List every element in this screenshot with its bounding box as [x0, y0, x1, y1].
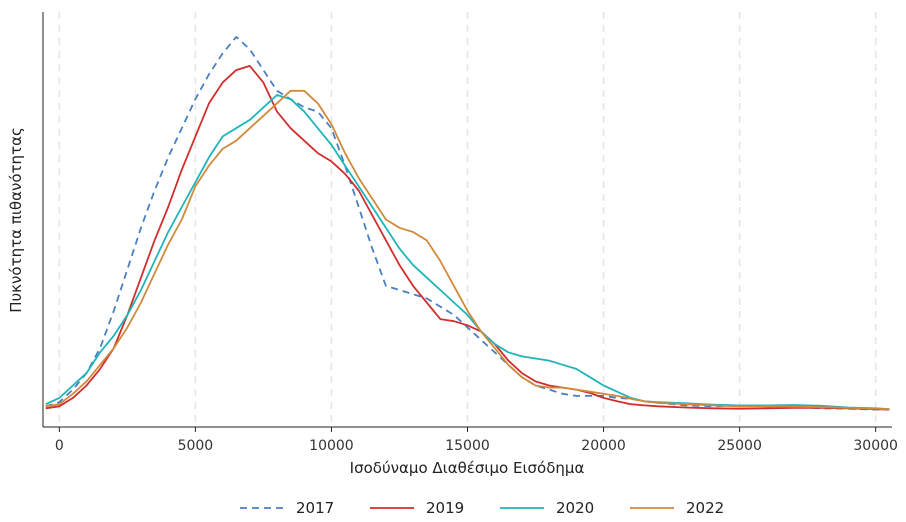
- x-tick-label-30000: 30000: [853, 438, 898, 454]
- series-line-2019: [45, 65, 890, 411]
- series-line-2022: [45, 89, 890, 411]
- legend-label-2019: 2019: [426, 499, 464, 517]
- x-tick-label-15000: 15000: [445, 438, 490, 454]
- x-tick-label-5000: 5000: [178, 438, 214, 454]
- x-tick-label-0: 0: [55, 438, 64, 454]
- y-axis-title: Πυκνότητα πιθανότητας: [7, 127, 25, 313]
- x-tick-label-20000: 20000: [581, 438, 626, 454]
- x-tick-label-10000: 10000: [309, 438, 354, 454]
- legend: 2017 2019 2020 2022: [240, 499, 724, 517]
- x-axis-title: Ισοδύναμο Διαθέσιμο Εισόδημα: [350, 459, 585, 477]
- x-axis-ticks: 0 5000 10000 15000 20000 25000 30000: [55, 427, 898, 454]
- series-lines: [45, 36, 890, 411]
- x-tick-label-25000: 25000: [717, 438, 762, 454]
- legend-label-2020: 2020: [556, 499, 594, 517]
- legend-label-2022: 2022: [686, 499, 724, 517]
- vertical-gridlines: [58, 12, 877, 427]
- legend-label-2017: 2017: [296, 499, 334, 517]
